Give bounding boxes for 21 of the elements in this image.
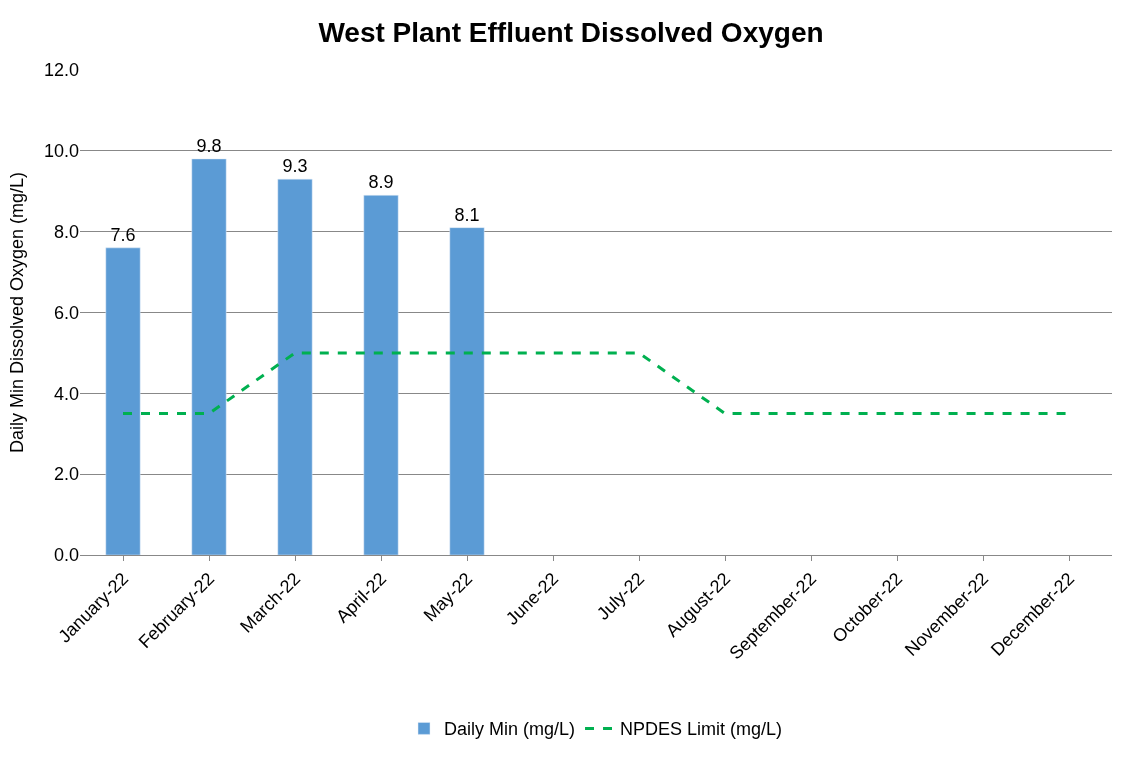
y-tick-label: 2.0 <box>53 464 79 485</box>
y-axis-title: Daily Min Dissolved Oxygen (mg/L) <box>7 171 28 454</box>
data-label: 7.6 <box>110 224 136 245</box>
y-tick-label: 8.0 <box>53 221 79 242</box>
bar <box>105 247 141 555</box>
y-tick-label: 12.0 <box>43 60 79 81</box>
chart-title: West Plant Effluent Dissolved Oxygen <box>318 17 824 49</box>
y-tick-label: 6.0 <box>53 302 79 323</box>
data-label: 9.3 <box>282 156 308 177</box>
legend-label: Daily Min (mg/L) <box>444 719 576 740</box>
y-tick-label: 4.0 <box>53 383 79 404</box>
data-label: 8.1 <box>454 204 480 225</box>
data-label: 9.8 <box>196 135 222 156</box>
y-tick-label: 10.0 <box>43 141 79 162</box>
bar <box>191 158 227 555</box>
bar <box>277 178 313 555</box>
bar <box>449 227 485 555</box>
y-tick-label: 0.0 <box>53 545 79 566</box>
data-label: 8.9 <box>368 172 394 193</box>
legend-label: NPDES Limit (mg/L) <box>620 719 783 740</box>
bar <box>363 195 399 555</box>
